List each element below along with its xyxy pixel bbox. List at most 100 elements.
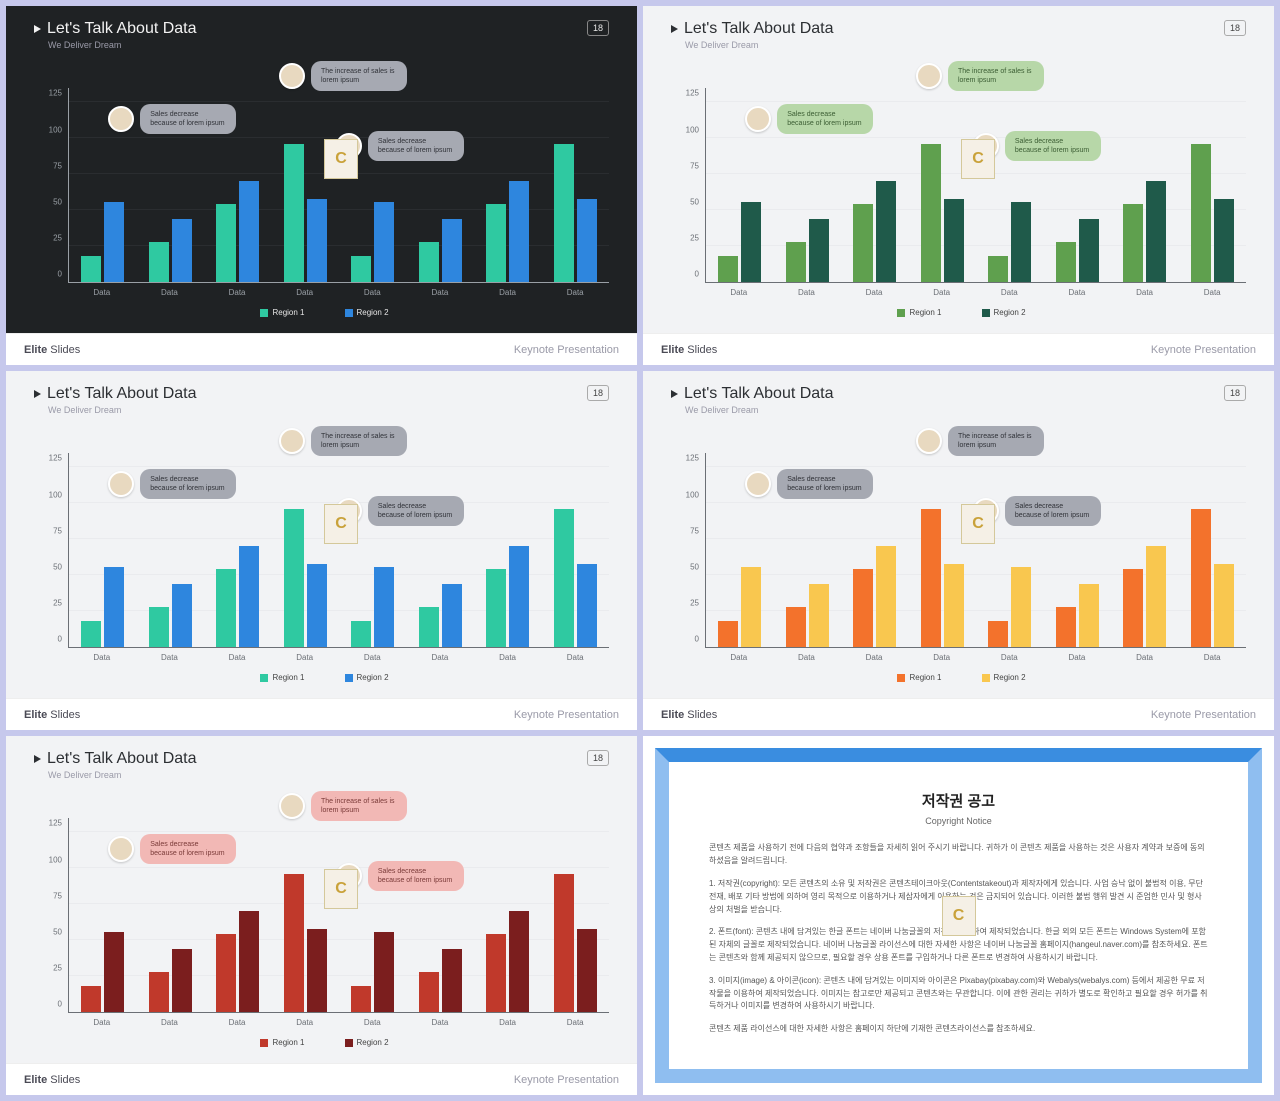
x-label: Data	[908, 653, 976, 662]
y-tick: 125	[671, 89, 699, 98]
callout-image	[108, 471, 134, 497]
callout-text: Sales decrease because of lorem ipsum	[140, 834, 236, 864]
bar-group	[474, 818, 542, 1012]
x-label: Data	[1111, 653, 1179, 662]
callout-text: Sales decrease because of lorem ipsum	[368, 131, 464, 161]
bar-region2	[944, 564, 964, 647]
y-tick: 125	[34, 454, 62, 463]
callout: Sales decrease because of lorem ipsum	[745, 104, 873, 134]
slide-footer: Elite SlidesKeynote Presentation	[6, 333, 637, 365]
x-label: Data	[68, 1018, 136, 1027]
x-label: Data	[203, 653, 271, 662]
legend-item: Region 2	[982, 308, 1026, 317]
bar-region2	[374, 202, 394, 282]
legend-swatch	[260, 674, 268, 682]
x-label: Data	[339, 288, 407, 297]
x-label: Data	[136, 288, 204, 297]
bar-group	[339, 818, 407, 1012]
slide-body: Let's Talk About DataWe Deliver Dream180…	[6, 6, 637, 333]
legend-label: Region 1	[272, 308, 304, 317]
slide-number: 18	[587, 750, 609, 766]
bar-group	[474, 453, 542, 647]
bar-region1	[81, 256, 101, 282]
slide-title: Let's Talk About Data	[684, 385, 834, 403]
play-icon	[671, 25, 678, 33]
y-tick: 75	[34, 161, 62, 170]
legend-swatch	[345, 674, 353, 682]
bar-group	[542, 818, 610, 1012]
x-label: Data	[541, 288, 609, 297]
copyright-subtitle: Copyright Notice	[709, 814, 1208, 828]
y-tick: 50	[671, 562, 699, 571]
bar-region1	[486, 934, 506, 1012]
bar-region2	[876, 546, 896, 647]
callout: Sales decrease because of lorem ipsum	[108, 469, 236, 499]
x-label: Data	[1178, 653, 1246, 662]
y-tick: 0	[34, 635, 62, 644]
callout-text: Sales decrease because of lorem ipsum	[777, 469, 873, 499]
bar-region2	[1146, 181, 1166, 282]
bar-region1	[81, 621, 101, 647]
chart-slide: Let's Talk About DataWe Deliver Dream180…	[643, 6, 1274, 365]
bar-region2	[172, 584, 192, 647]
bar-group	[1044, 453, 1112, 647]
legend-item: Region 1	[897, 673, 941, 682]
x-label: Data	[541, 1018, 609, 1027]
bar-group	[407, 88, 475, 282]
slide-title: Let's Talk About Data	[47, 750, 197, 768]
bar-region1	[149, 972, 169, 1012]
x-label: Data	[474, 1018, 542, 1027]
footer-right: Keynote Presentation	[1151, 344, 1256, 356]
x-label: Data	[68, 288, 136, 297]
x-label: Data	[136, 1018, 204, 1027]
callout-text: The increase of sales is lorem ipsum	[311, 61, 407, 91]
y-tick: 125	[34, 89, 62, 98]
bar-region2	[104, 202, 124, 282]
callout-text: Sales decrease because of lorem ipsum	[368, 861, 464, 891]
bar-region2	[374, 932, 394, 1012]
bar-group	[976, 453, 1044, 647]
bar-region2	[374, 567, 394, 647]
x-label: Data	[203, 1018, 271, 1027]
x-label: Data	[271, 653, 339, 662]
copyright-paragraph: 콘텐츠 제품 라이선스에 대한 자세한 사항은 홈페이지 하단에 기재한 콘텐츠…	[709, 1023, 1208, 1036]
callout-image	[745, 106, 771, 132]
x-label: Data	[773, 653, 841, 662]
bar-group	[339, 453, 407, 647]
bar-region2	[741, 567, 761, 647]
y-tick: 0	[671, 270, 699, 279]
bar-group	[272, 453, 340, 647]
bar-group	[1044, 88, 1112, 282]
legend-swatch	[260, 1039, 268, 1047]
footer-brand: Elite Slides	[24, 709, 80, 721]
bar-chart: 0255075100125DataDataDataDataDataDataDat…	[40, 818, 609, 1013]
watermark-badge: C	[324, 869, 358, 909]
watermark-badge: C	[324, 139, 358, 179]
bar-region2	[1079, 584, 1099, 647]
bar-region2	[1011, 202, 1031, 282]
callout-image	[916, 63, 942, 89]
y-tick: 0	[34, 1000, 62, 1009]
callout-text: Sales decrease because of lorem ipsum	[140, 104, 236, 134]
bar-region1	[718, 621, 738, 647]
slide-footer: Elite SlidesKeynote Presentation	[643, 333, 1274, 365]
legend-label: Region 2	[994, 308, 1026, 317]
callout: The increase of sales is lorem ipsum	[279, 791, 407, 821]
callout-image	[108, 106, 134, 132]
y-tick: 25	[34, 963, 62, 972]
x-label: Data	[271, 1018, 339, 1027]
bar-group	[1179, 88, 1247, 282]
x-label: Data	[1178, 288, 1246, 297]
bar-region1	[216, 569, 236, 647]
bar-region2	[1214, 199, 1234, 282]
bar-region2	[509, 546, 529, 647]
bar-region1	[351, 986, 371, 1012]
legend-swatch	[260, 309, 268, 317]
callout: The increase of sales is lorem ipsum	[279, 426, 407, 456]
bar-group	[407, 453, 475, 647]
x-label: Data	[406, 1018, 474, 1027]
bar-chart: 0255075100125DataDataDataDataDataDataDat…	[677, 88, 1246, 283]
callout: The increase of sales is lorem ipsum	[916, 426, 1044, 456]
slide-subtitle: We Deliver Dream	[48, 40, 609, 50]
slide-title: Let's Talk About Data	[47, 20, 197, 38]
